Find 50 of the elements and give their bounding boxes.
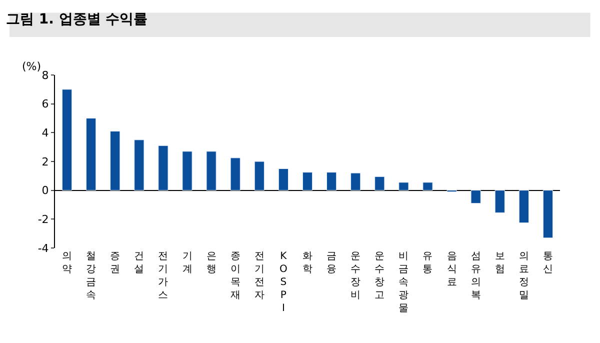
- x-tick-label: 철강금속: [86, 251, 96, 301]
- bar: [230, 158, 240, 191]
- bar: [134, 140, 144, 191]
- x-tick-label: 화학: [302, 251, 312, 275]
- bar: [398, 182, 409, 191]
- x-tick-label: 증권: [110, 251, 120, 275]
- x-tick-label: 기계: [182, 251, 192, 275]
- chart-title: 그림 1. 업종별 수익률: [6, 12, 148, 28]
- y-tick-label: 2: [42, 155, 49, 168]
- bar: [374, 176, 385, 191]
- x-tick-label: 음식료: [446, 251, 457, 288]
- bar: [518, 190, 529, 224]
- y-tick-label: 6: [42, 98, 49, 111]
- x-tick-label: 섬유의복: [470, 251, 481, 301]
- x-tick-label: 전기전자: [254, 251, 264, 301]
- x-tick-label: 의약: [62, 251, 72, 275]
- bar: [422, 182, 433, 191]
- bar: [350, 172, 361, 191]
- bar: [206, 151, 216, 191]
- y-tick-label: -2: [38, 213, 49, 226]
- y-tick-label: -4: [38, 242, 49, 255]
- x-tick-label: 운수장비: [350, 251, 361, 301]
- y-tick-label: 4: [42, 126, 49, 140]
- bar: [182, 151, 192, 191]
- bar: [62, 89, 72, 191]
- x-tick-label: 종이목재: [230, 251, 240, 301]
- x-tick-label: 건설: [134, 251, 144, 275]
- bar: [326, 172, 337, 191]
- x-tick-label: 비금속광물: [398, 251, 409, 314]
- x-tick-label: 보험: [494, 251, 505, 275]
- y-tick-label: 0: [42, 184, 49, 198]
- bar: [158, 145, 168, 191]
- bar: [302, 172, 313, 191]
- bar: [542, 190, 554, 238]
- x-tick-label: 통신: [542, 251, 553, 275]
- x-tick-label: 금융: [326, 251, 337, 275]
- bar: [278, 168, 289, 191]
- bar: [110, 130, 120, 191]
- y-axis-title: (%): [22, 60, 42, 73]
- bar: [254, 161, 264, 191]
- bar: [86, 118, 96, 191]
- bar: [494, 190, 505, 213]
- x-tick-label: 운수창고: [374, 251, 385, 301]
- x-tick-label: 은행: [206, 251, 216, 275]
- y-tick-label: 8: [42, 68, 49, 82]
- x-tick-label: 유통: [422, 251, 433, 275]
- x-tick-label: 전기가스: [158, 251, 168, 301]
- x-tick-label: 의료정밀: [518, 251, 529, 301]
- x-tick-label: KOSPI: [280, 251, 288, 314]
- bar: [470, 190, 481, 204]
